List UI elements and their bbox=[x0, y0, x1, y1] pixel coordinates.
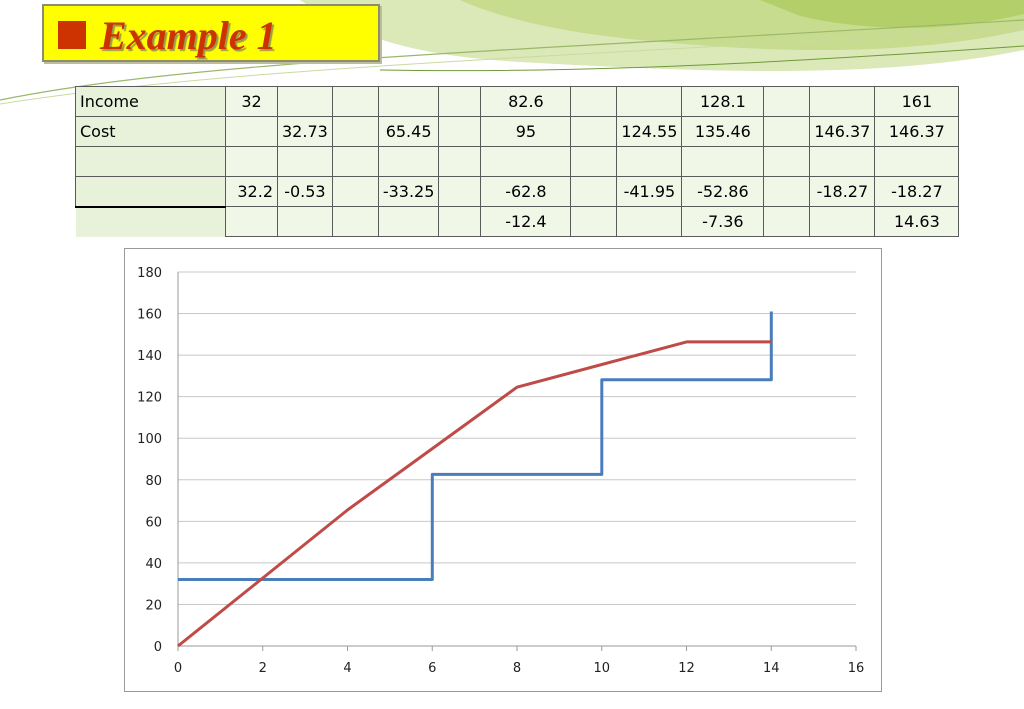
table-cell bbox=[331, 146, 379, 177]
table-cell bbox=[331, 206, 379, 237]
table-cell bbox=[438, 116, 482, 147]
table-cell bbox=[570, 176, 618, 207]
table-cell bbox=[763, 86, 811, 117]
table-row: -12.4 -7.36 14.63 bbox=[75, 206, 960, 237]
table-cell bbox=[763, 146, 811, 177]
table-cell: -41.95 bbox=[616, 176, 683, 207]
table-cell bbox=[438, 86, 482, 117]
x-tick-label: 12 bbox=[678, 661, 695, 676]
table-row: Income 32 82.6 128.1 161 bbox=[75, 86, 960, 117]
x-tick-label: 2 bbox=[259, 661, 267, 676]
table-cell bbox=[331, 86, 379, 117]
table-cell: 32 bbox=[225, 86, 278, 117]
y-tick-label: 100 bbox=[137, 432, 162, 447]
y-tick-label: 120 bbox=[137, 391, 162, 406]
x-tick-label: 10 bbox=[593, 661, 610, 676]
x-tick-label: 4 bbox=[343, 661, 351, 676]
table-row: 32.2 -0.53 -33.25 -62.8 -41.95 -52.86 -18.27 -1… bbox=[75, 176, 960, 208]
table-cell bbox=[377, 206, 440, 237]
chart-area: 0 20 40 60 80 100 120 140 160 180 0 2 4 6 8 10 12 14 16 bbox=[124, 248, 882, 692]
table-cell: 65.45 bbox=[377, 116, 440, 147]
table-cell bbox=[874, 146, 960, 177]
slide-title-box: Example 1 bbox=[42, 4, 380, 62]
table-cell: 124.55 bbox=[616, 116, 683, 147]
x-tick-label: 8 bbox=[513, 661, 521, 676]
line-chart: 0 20 40 60 80 100 120 140 160 180 0 2 4 6 8 10 12 14 16 bbox=[137, 266, 865, 676]
table-cell bbox=[277, 206, 333, 237]
table-cell: -18.27 bbox=[874, 176, 960, 207]
table-cell: 161 bbox=[874, 86, 960, 117]
y-tick-label: 40 bbox=[145, 557, 162, 572]
y-tick-label: 20 bbox=[145, 598, 162, 613]
table-cell: 95 bbox=[480, 116, 572, 147]
table-cell bbox=[225, 146, 278, 177]
table-cell bbox=[570, 86, 618, 117]
table-cell bbox=[438, 176, 482, 207]
table-cell: -7.36 bbox=[681, 206, 765, 237]
x-tick-label: 6 bbox=[428, 661, 436, 676]
table-cell bbox=[809, 86, 876, 117]
table-cell bbox=[809, 206, 876, 237]
table-cell bbox=[681, 146, 765, 177]
table-row bbox=[75, 146, 960, 177]
table-cell: -12.4 bbox=[480, 206, 572, 237]
y-tick-label: 0 bbox=[154, 640, 162, 655]
table-cell bbox=[277, 146, 333, 177]
y-tick-label: 160 bbox=[137, 308, 162, 323]
table-cell: 135.46 bbox=[681, 116, 765, 147]
y-tick-label: 180 bbox=[137, 266, 162, 281]
table-cell bbox=[277, 86, 333, 117]
y-tick-label: 80 bbox=[145, 474, 162, 489]
table-cell bbox=[438, 146, 482, 177]
row-label: Income bbox=[75, 86, 226, 117]
table-cell bbox=[570, 206, 618, 237]
y-tick-label: 60 bbox=[145, 515, 162, 530]
table-cell bbox=[438, 206, 482, 237]
row-label: Cost bbox=[75, 116, 226, 147]
table-cell: -18.27 bbox=[809, 176, 876, 207]
table-cell bbox=[225, 206, 278, 237]
y-tick-label: 140 bbox=[137, 349, 162, 364]
table-cell bbox=[377, 86, 440, 117]
table-row: Cost 32.73 65.45 95 124.55 135.46 146.37 146.37 bbox=[75, 116, 960, 147]
table-cell bbox=[763, 116, 811, 147]
table-cell: 146.37 bbox=[809, 116, 876, 147]
bullet-square-icon bbox=[58, 21, 86, 49]
table-cell bbox=[616, 86, 683, 117]
table-cell: -62.8 bbox=[480, 176, 572, 207]
row-label bbox=[75, 146, 226, 177]
table-cell: 82.6 bbox=[480, 86, 572, 117]
table-cell bbox=[763, 176, 811, 207]
slide-title: Example 1 bbox=[100, 13, 277, 58]
series-line-cost bbox=[177, 340, 772, 648]
table-cell bbox=[331, 176, 379, 207]
series-line-income bbox=[178, 311, 773, 581]
table-cell bbox=[225, 116, 278, 147]
table-cell: 146.37 bbox=[874, 116, 960, 147]
x-tick-label: 14 bbox=[763, 661, 780, 676]
table-cell bbox=[480, 146, 572, 177]
table-cell bbox=[763, 206, 811, 237]
table-cell: 32.2 bbox=[225, 176, 278, 207]
data-table: Income 32 82.6 128.1 161 Cost 32.73 65.45 95 124.… bbox=[75, 86, 960, 237]
table-cell: -52.86 bbox=[681, 176, 765, 207]
x-tick-label: 16 bbox=[848, 661, 865, 676]
table-cell: -0.53 bbox=[277, 176, 333, 207]
table-cell: -33.25 bbox=[377, 176, 440, 207]
row-label bbox=[75, 176, 226, 208]
table-cell bbox=[570, 116, 618, 147]
table-cell bbox=[616, 206, 683, 237]
table-cell bbox=[377, 146, 440, 177]
x-tick-label: 0 bbox=[174, 661, 182, 676]
table-cell: 128.1 bbox=[681, 86, 765, 117]
table-cell: 14.63 bbox=[874, 206, 960, 237]
header-decoration bbox=[0, 0, 1024, 105]
table-cell bbox=[616, 146, 683, 177]
table-cell: 32.73 bbox=[277, 116, 333, 147]
table-cell bbox=[331, 116, 379, 147]
table-cell bbox=[809, 146, 876, 177]
row-label bbox=[75, 206, 226, 237]
table-cell bbox=[570, 146, 618, 177]
